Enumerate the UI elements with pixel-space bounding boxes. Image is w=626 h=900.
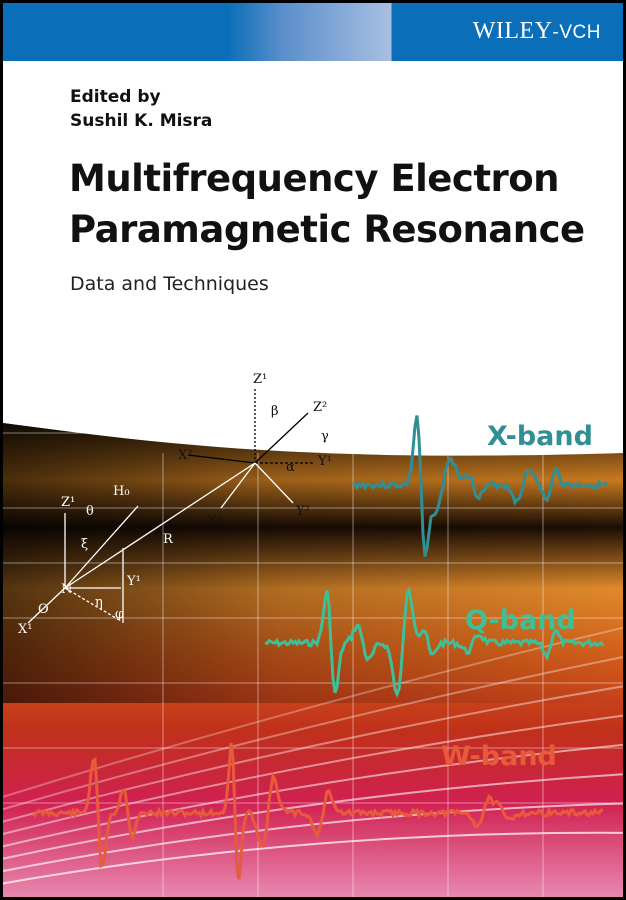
diagram-label: O <box>38 602 49 617</box>
diagram-label: Y¹ <box>317 454 332 469</box>
diagram-label: φ <box>115 607 124 622</box>
spectrum-trace <box>264 585 605 698</box>
diagram-label: X¹ <box>18 622 32 637</box>
edited-by-label: Edited by <box>70 87 161 107</box>
diagram-label: ξ <box>81 537 88 552</box>
title-line-2: Paramagnetic Resonance <box>69 208 585 251</box>
publisher-banner: WILEY-VCH <box>3 3 623 61</box>
diagram-label: α <box>286 460 295 475</box>
diagram-label: Z¹ <box>61 495 75 510</box>
diagram-label: R <box>163 532 174 547</box>
title-line-1: Multifrequency Electron <box>69 157 560 200</box>
diagram-label: X¹ <box>208 514 222 529</box>
diagram-label: N <box>61 582 72 597</box>
epr-spectra <box>32 415 608 880</box>
coordinate-diagram <box>27 388 313 624</box>
diagram-label: X² <box>178 448 192 463</box>
book-subtitle: Data and Techniques <box>70 273 269 295</box>
spectrum-trace <box>32 742 603 880</box>
diagram-label: Z² <box>313 400 327 415</box>
book-title: Multifrequency Electron Paramagnetic Res… <box>69 153 585 255</box>
x-band-label: X-band <box>487 421 593 452</box>
diagram-label: γ <box>321 429 329 444</box>
diagram-label: η <box>95 595 103 610</box>
spectrum-trace <box>352 415 608 557</box>
editor-name: Sushil K. Misra <box>70 111 213 131</box>
q-band-label: Q-band <box>465 605 576 636</box>
grid-lines <box>3 432 623 897</box>
w-band-label: W-band <box>441 741 557 772</box>
cover-artwork: Z¹ Z² β γ X² Y¹ α X¹ Y² H₀ Z¹ θ ξ R Y¹ Nηφ O X¹ X-band Q-… <box>3 372 623 897</box>
light-swooshes <box>3 626 623 885</box>
diagram-label: β <box>271 404 279 419</box>
book-cover: WILEY-VCH Edited by Sushil K. Misra Mult… <box>3 3 623 897</box>
diagram-label: Y¹ <box>126 574 141 589</box>
diagram-label: Z¹ <box>253 372 267 387</box>
diagram-label: H₀ <box>113 484 130 499</box>
publisher-logo: WILEY-VCH <box>472 18 601 44</box>
diagram-label: Y² <box>295 504 310 519</box>
diagram-label: θ <box>86 504 94 519</box>
